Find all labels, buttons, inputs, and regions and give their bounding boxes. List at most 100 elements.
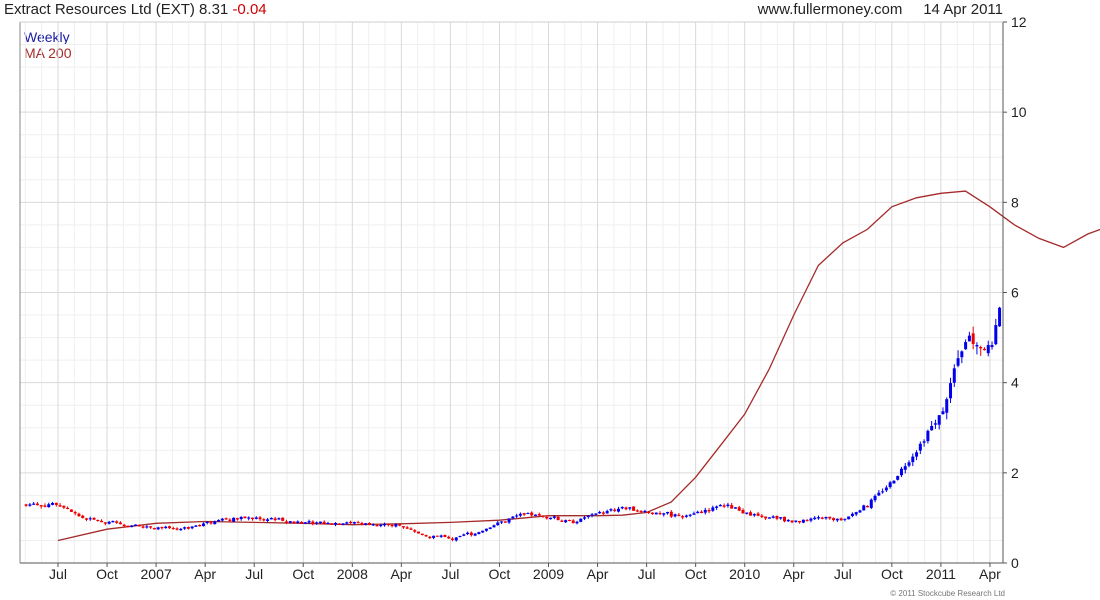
x-tick-label: 2010 (729, 566, 760, 582)
candle-up (201, 523, 205, 527)
candle-up (843, 518, 847, 520)
candle-down (409, 528, 413, 530)
y-tick-label: 6 (1011, 285, 1019, 301)
candle-down (92, 517, 96, 520)
candle-up (715, 506, 719, 508)
candle-up (896, 475, 900, 480)
candle-up (303, 522, 307, 524)
candle-up (911, 456, 915, 463)
candle-down (356, 522, 360, 524)
candle-up (688, 514, 692, 516)
candle-down (360, 523, 364, 525)
candle-up (711, 507, 715, 511)
candle-up (518, 513, 522, 516)
x-tick-label: 2009 (533, 566, 564, 582)
candle-down (62, 505, 66, 508)
candle-up (620, 506, 624, 509)
candle-up (873, 495, 877, 501)
candle-up (767, 517, 771, 519)
candle-up (888, 482, 892, 488)
candle-down (537, 514, 541, 516)
candle-up (473, 533, 477, 536)
candle-up (809, 518, 813, 521)
candle-down (39, 505, 43, 507)
candle-up (130, 525, 134, 528)
candle-down (741, 510, 745, 514)
candle-up (594, 513, 598, 515)
candle-down (171, 527, 175, 529)
candle-down (152, 528, 156, 530)
candle-up (232, 517, 236, 522)
candle-down (420, 533, 424, 536)
header-right: www.fullermoney.com 14 Apr 2011 (758, 0, 1003, 20)
candle-down (681, 516, 685, 518)
candle-up (960, 351, 964, 358)
candle-down (100, 520, 104, 523)
candle-up (28, 504, 32, 506)
site-link[interactable]: www.fullermoney.com (757, 1, 903, 18)
candle-up (813, 517, 817, 520)
candle-up (850, 513, 854, 516)
price-change: -0.04 (232, 1, 267, 18)
candle-up (922, 441, 926, 443)
candle-down (707, 510, 711, 512)
candle-up (352, 522, 356, 524)
candle-down (262, 519, 266, 521)
candle-down (103, 522, 107, 524)
candle-up (277, 518, 281, 520)
candle-up (511, 516, 515, 519)
candle-down (677, 514, 681, 516)
candle-up (466, 532, 470, 535)
candle-up (696, 511, 700, 514)
candle-up (32, 503, 36, 505)
candle-down (349, 521, 353, 524)
candle-up (990, 345, 994, 347)
candle-down (971, 333, 975, 344)
candle-up (394, 524, 398, 527)
candle-up (771, 516, 775, 518)
candle-up (307, 521, 311, 523)
candle-up (854, 512, 858, 515)
candle-down (401, 526, 405, 528)
candle-down (839, 518, 843, 521)
candle-down (639, 510, 643, 513)
candle-up (794, 520, 798, 522)
candle-up (164, 526, 168, 529)
candle-down (390, 524, 394, 527)
candle-up (892, 480, 896, 484)
candle-up (941, 411, 945, 415)
y-tick-label: 8 (1011, 194, 1019, 210)
candle-up (609, 509, 613, 511)
candle-down (828, 516, 832, 519)
candle-up (179, 528, 183, 531)
candle-up (345, 522, 349, 524)
candle-up (907, 462, 911, 466)
candle-up (88, 518, 92, 520)
candle-up (605, 511, 609, 514)
candle-up (111, 520, 115, 523)
y-tick-label: 12 (1011, 14, 1027, 30)
candle-down (820, 517, 824, 519)
candle-up (930, 425, 934, 431)
candle-down (756, 513, 760, 516)
candle-down (749, 512, 753, 516)
candle-up (190, 526, 194, 529)
ma-series (57, 190, 1100, 542)
candle-up (515, 515, 519, 517)
candle-down (96, 519, 100, 522)
candle-up (296, 521, 300, 523)
candle-down (443, 534, 447, 537)
candle-down (35, 503, 39, 506)
candle-up (945, 399, 949, 413)
candle-up (205, 521, 209, 524)
candle-down (322, 521, 326, 524)
candle-up (835, 518, 839, 521)
candle-up (526, 512, 530, 514)
candle-down (764, 516, 768, 519)
candle-up (254, 517, 258, 519)
candle-down (613, 509, 617, 511)
axes: Jul Oct 2007 Apr Jul Oct 2008 Apr Jul Oct 2009 Apr J… (19, 14, 1027, 582)
candle-down (832, 518, 836, 521)
candle-down (243, 516, 247, 519)
candle-down (209, 522, 213, 524)
